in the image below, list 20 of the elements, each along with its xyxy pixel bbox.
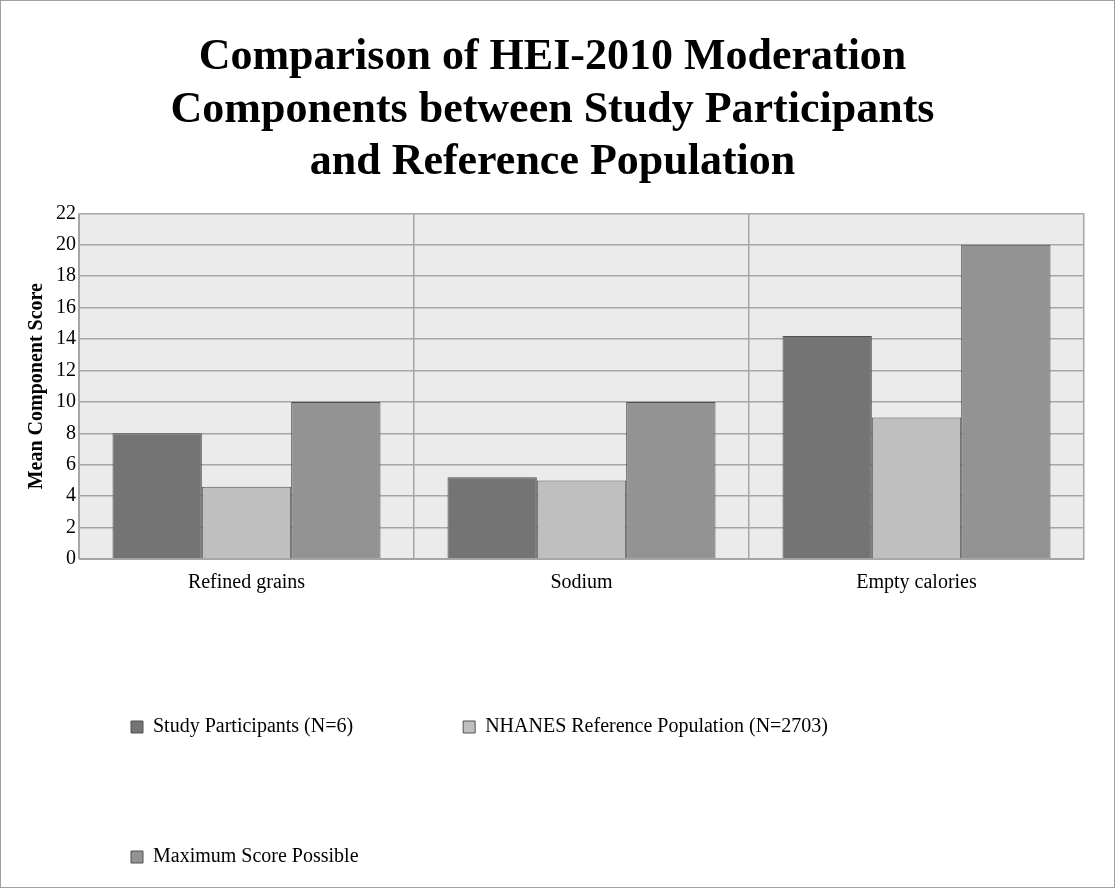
x-tick-label: Sodium	[550, 570, 614, 593]
y-tick-label: 8	[66, 420, 76, 443]
y-tick-label: 6	[66, 452, 76, 474]
y-tick-label: 12	[56, 357, 76, 380]
legend-label: Maximum Score Possible	[153, 844, 359, 867]
y-tick-label: 2	[66, 514, 76, 537]
y-tick-label: 22	[56, 200, 76, 223]
y-tick-label: 20	[56, 232, 76, 255]
y-tick-label: 10	[56, 389, 76, 412]
y-tick-label: 14	[56, 326, 76, 349]
y-tick-label: 0	[66, 546, 76, 569]
legend-label: Study Participants (N=6)	[153, 714, 354, 738]
chart-title: Comparison of HEI-2010 Moderation Components between Study Participants and Reference Population	[170, 29, 935, 185]
y-axis-title: Mean Component Score	[24, 282, 48, 490]
y-tick-label: 16	[56, 294, 76, 317]
x-tick-label: Empty calories	[856, 570, 977, 594]
y-tick-label: 18	[56, 263, 76, 286]
x-tick-label: Refined grains	[187, 570, 306, 594]
y-tick-label: 4	[66, 483, 76, 506]
legend-label: NHANES Reference Population (N=2703)	[485, 714, 829, 738]
